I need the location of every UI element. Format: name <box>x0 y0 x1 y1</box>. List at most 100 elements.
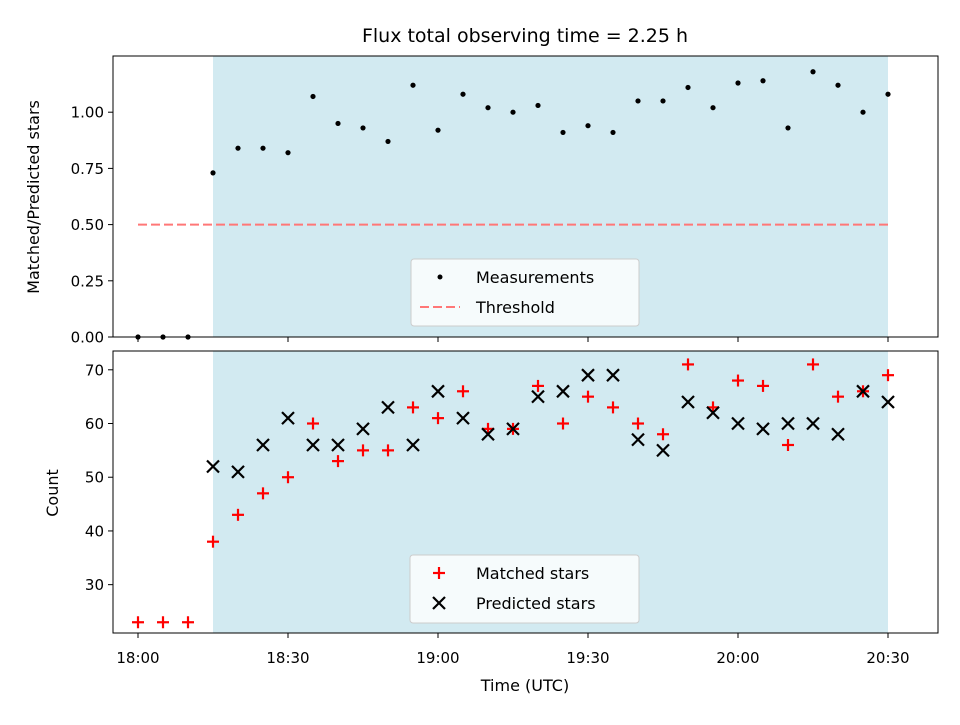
predicted-stars-points <box>206 368 895 479</box>
x-tick-label: 20:00 <box>716 649 759 667</box>
y-tick-label: 0.25 <box>71 272 104 290</box>
measurement-point <box>585 123 591 129</box>
matched-star-point <box>282 471 294 484</box>
predicted-star-point <box>481 427 495 442</box>
measurement-point <box>335 120 341 127</box>
measurement-point <box>235 145 241 151</box>
predicted-star-point <box>556 384 570 399</box>
matched-star-point <box>232 508 244 521</box>
predicted-star-point <box>231 465 245 479</box>
predicted-star-point <box>706 405 720 420</box>
predicted-star-point <box>681 395 695 409</box>
matched-star-point <box>207 535 219 548</box>
measurement-point <box>685 84 691 91</box>
predicted-star-point <box>456 411 470 425</box>
measurement-point <box>510 109 516 115</box>
measurement-point <box>660 98 666 104</box>
top-panel: 0.00 0.25 0.50 0.75 1.00 Matched/Predicted s… <box>24 55 939 347</box>
legend-matched-label: Matched stars <box>476 564 589 583</box>
matched-star-point <box>257 487 269 500</box>
predicted-star-point <box>381 400 395 415</box>
matched-star-point <box>632 417 644 430</box>
measurement-point <box>560 129 566 136</box>
predicted-star-point <box>281 411 295 425</box>
measurement-point <box>810 69 816 75</box>
x-tick-label: 18:30 <box>266 649 309 667</box>
predicted-star-point <box>656 443 670 458</box>
legend-matched-marker <box>433 567 445 579</box>
measurement-point <box>835 82 841 88</box>
matched-star-point <box>532 379 544 392</box>
matched-star-point <box>582 390 594 403</box>
measurement-point <box>610 129 616 136</box>
legend-predicted-marker <box>432 596 446 610</box>
y-tick-label: 30 <box>85 576 104 594</box>
matched-star-point <box>807 358 819 371</box>
y-tick-label: 0.50 <box>71 216 104 234</box>
predicted-star-point <box>881 395 895 409</box>
predicted-star-point <box>606 368 620 382</box>
measurement-point <box>410 82 416 88</box>
legend-predicted-label: Predicted stars <box>476 594 596 613</box>
measurement-point <box>485 105 491 111</box>
predicted-star-point <box>331 438 345 452</box>
matched-star-point <box>782 439 794 451</box>
bottom-y-ticks: 30 40 50 60 70 <box>85 361 113 594</box>
matched-stars-points <box>132 358 894 629</box>
matched-star-point <box>757 379 769 392</box>
legend-measurements-label: Measurements <box>476 268 594 287</box>
bottom-axes-frame <box>112 350 939 634</box>
top-measurement-points <box>135 69 891 340</box>
matched-star-point <box>682 358 694 371</box>
measurement-point <box>885 91 891 97</box>
legend-measurements-marker <box>437 274 443 280</box>
predicted-star-point <box>506 422 520 436</box>
matched-star-point <box>882 369 894 382</box>
bottom-legend: Matched stars Predicted stars <box>409 554 640 624</box>
predicted-star-point <box>731 416 745 431</box>
chart-title: Flux total observing time = 2.25 h <box>362 25 688 47</box>
matched-star-point <box>182 616 194 629</box>
predicted-star-point <box>781 416 795 431</box>
x-tick-label: 19:00 <box>416 649 459 667</box>
measurement-point <box>535 102 541 109</box>
measurement-point <box>360 125 366 131</box>
predicted-star-point <box>831 427 845 442</box>
measurement-point <box>260 145 266 151</box>
measurement-point <box>760 78 766 84</box>
predicted-star-point <box>531 389 545 404</box>
predicted-star-point <box>306 438 320 452</box>
matched-star-point <box>457 385 469 398</box>
y-tick-label: 0.75 <box>71 160 104 178</box>
y-tick-label: 70 <box>85 361 104 379</box>
measurement-point <box>710 105 716 111</box>
predicted-star-point <box>206 459 220 474</box>
measurement-point <box>635 98 641 104</box>
y-tick-label: 60 <box>85 415 104 433</box>
measurement-point <box>435 127 441 133</box>
bottom-y-axis-label: Count <box>43 469 62 517</box>
measurement-point <box>210 170 216 176</box>
measurement-point <box>860 109 866 115</box>
matched-star-point <box>732 374 744 387</box>
measurement-point <box>310 93 316 100</box>
y-tick-label: 40 <box>85 522 104 540</box>
top-legend: Measurements Threshold <box>410 258 640 327</box>
measurement-point <box>285 150 291 156</box>
matched-star-point <box>307 417 319 430</box>
measurement-point <box>785 125 791 131</box>
matched-star-point <box>382 444 394 457</box>
bottom-panel: 30 40 50 60 70 18:00 18:30 19:00 19:30 20:00 20:3… <box>43 350 939 695</box>
matched-star-point <box>657 428 669 441</box>
matched-star-point <box>607 401 619 414</box>
legend-threshold-label: Threshold <box>475 298 555 317</box>
predicted-star-point <box>581 368 595 382</box>
matched-star-point <box>832 390 844 403</box>
matched-star-point <box>132 616 144 629</box>
x-tick-label: 18:00 <box>116 649 159 667</box>
top-x-ticks <box>137 337 889 342</box>
y-tick-label: 0.00 <box>71 329 104 347</box>
x-tick-label: 19:30 <box>566 649 609 667</box>
y-tick-label: 50 <box>85 469 104 487</box>
